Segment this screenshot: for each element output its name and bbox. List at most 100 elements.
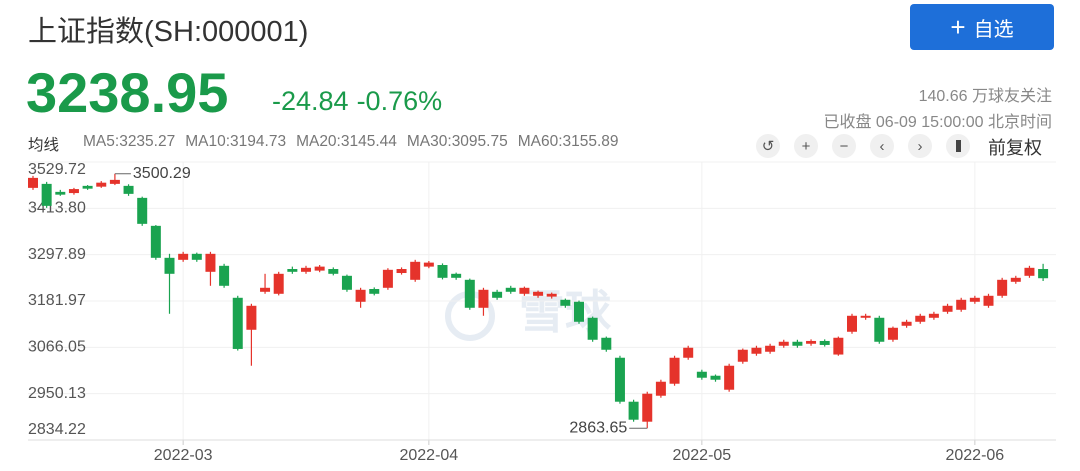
candle-body: [860, 315, 871, 318]
candle-body: [574, 301, 584, 322]
candle-body: [683, 347, 694, 358]
candle-body: [765, 345, 776, 352]
candle-body: [246, 305, 257, 330]
candle-body: [82, 185, 93, 189]
candle-body: [942, 305, 953, 312]
x-tick-label: 2022-03: [154, 447, 213, 464]
candle-body: [219, 265, 230, 286]
candle-body: [341, 275, 352, 290]
candle-body: [478, 289, 489, 308]
candle-body: [232, 297, 243, 349]
candle-body: [833, 337, 844, 355]
candle-body: [560, 299, 571, 306]
watermark-logo: [445, 291, 495, 341]
reset-icon[interactable]: ↺: [756, 134, 780, 158]
followers: 140.66 万球友关注: [918, 88, 1052, 105]
candle-body: [396, 269, 407, 274]
candle-body: [642, 393, 653, 422]
candle-body: [669, 357, 680, 384]
candle-body: [737, 349, 748, 362]
candle-body: [533, 291, 544, 296]
y-tick-label: 3066.05: [28, 339, 86, 356]
ma-row: 均线 MA5:3235.27 MA10:3194.73 MA20:3145.44 MA3…: [28, 133, 619, 155]
adjust-mode[interactable]: 前复权: [988, 138, 1042, 158]
candle-body: [314, 266, 325, 271]
min-label: 2863.65: [569, 419, 627, 436]
max-label: 3500.29: [133, 165, 191, 182]
ma-item: MA60:3155.89: [517, 133, 619, 150]
plus-icon: +: [950, 11, 966, 42]
y-tick-label: 3181.97: [28, 292, 86, 309]
candle-body: [751, 347, 762, 354]
candle-body: [1038, 269, 1049, 279]
candle-body: [519, 287, 530, 294]
candle-body: [874, 317, 885, 342]
market-status: 已收盘 06-09 15:00:00 北京时间: [823, 114, 1052, 131]
y-tick-label: 2834.22: [28, 421, 86, 438]
add-watchlist-button[interactable]: + 自选: [910, 4, 1054, 50]
candle-icon[interactable]: [946, 134, 970, 158]
candle-body: [28, 177, 38, 188]
candle-body: [437, 265, 448, 278]
watermark: 雪球: [519, 286, 612, 338]
candle-body: [123, 185, 134, 194]
ma-item: MA5:3235.27: [83, 133, 176, 150]
candle-body: [287, 269, 298, 272]
change: -24.84: [272, 86, 349, 116]
x-tick-label: 2022-06: [945, 447, 1004, 464]
candle-body: [614, 357, 625, 402]
candle-body: [847, 315, 857, 332]
candle-body: [956, 299, 967, 310]
candle-body: [191, 253, 202, 260]
ma-item: MA30:3095.75: [406, 133, 508, 150]
candle-body: [164, 257, 175, 274]
candle-body: [41, 183, 52, 206]
candle-body: [260, 287, 271, 292]
candle-body: [928, 313, 939, 318]
candle-body: [724, 365, 735, 390]
candle-body: [301, 267, 311, 272]
candle-body: [983, 295, 994, 306]
zoom-in-icon[interactable]: +: [794, 134, 818, 158]
candle-body: [505, 287, 516, 292]
candle-body: [628, 401, 639, 420]
candle-body: [178, 253, 189, 260]
next-icon[interactable]: ›: [908, 134, 932, 158]
zoom-out-icon[interactable]: −: [832, 134, 856, 158]
button-label: 自选: [973, 18, 1014, 41]
candle-body: [969, 297, 980, 302]
candle-body: [328, 269, 339, 274]
candle-body: [96, 182, 107, 187]
candle-body: [1010, 277, 1021, 282]
candle-body: [109, 179, 120, 184]
change-pct: -0.76%: [356, 86, 443, 116]
candle-body: [68, 189, 79, 194]
chart-tools: ↺ + − ‹ ›: [756, 134, 970, 158]
candle-body: [369, 288, 380, 294]
candle-body: [423, 262, 434, 267]
candle-body: [601, 337, 612, 350]
candle-body: [778, 341, 789, 346]
candle-body: [819, 340, 830, 345]
candle-body: [792, 341, 803, 346]
candle-body: [546, 293, 557, 297]
y-tick-label: 3529.72: [28, 161, 86, 178]
price: 3238.95: [26, 61, 229, 124]
candle-body: [710, 375, 721, 380]
ma-item: MA20:3145.44: [296, 133, 397, 150]
candle-body: [887, 327, 898, 340]
stock-title: 上证指数(SH:000001): [28, 16, 309, 48]
candle-body: [205, 253, 216, 272]
candle-body: [55, 191, 66, 195]
candle-body: [150, 225, 161, 258]
ma-item: MA10:3194.73: [185, 133, 287, 150]
candle-body: [901, 321, 912, 326]
candle-body: [355, 289, 366, 302]
prev-icon[interactable]: ‹: [870, 134, 894, 158]
candle-body: [997, 279, 1008, 296]
candle-body: [382, 269, 393, 288]
y-tick-label: 2950.13: [28, 385, 86, 402]
candle-body: [464, 279, 475, 308]
y-tick-label: 3297.89: [28, 246, 86, 263]
